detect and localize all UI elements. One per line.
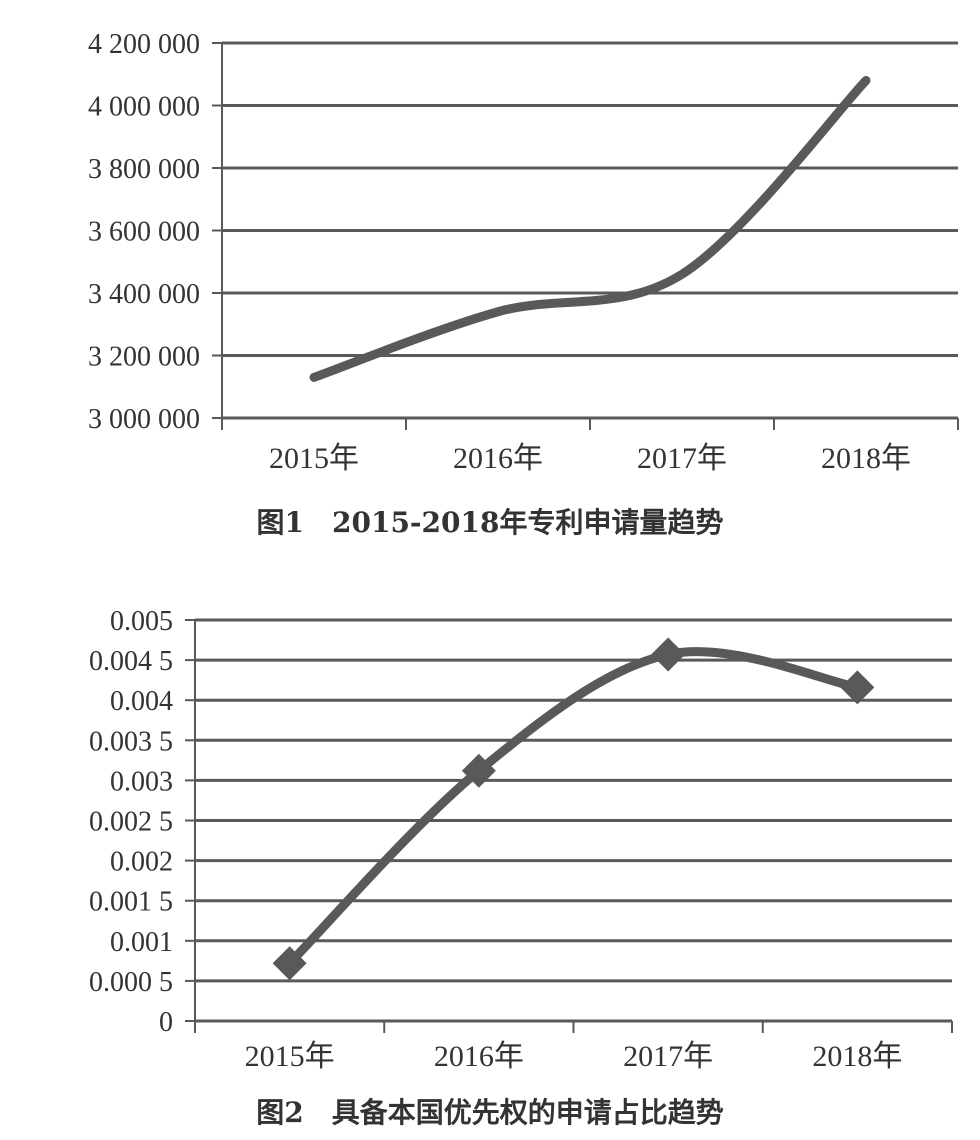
x-tick-label: 2015年 <box>269 442 359 475</box>
data-point <box>840 670 875 705</box>
y-tick-label: 3 600 000 <box>88 217 200 248</box>
x-tick-label: 2018年 <box>821 442 911 475</box>
y-tick-label: 0.003 5 <box>89 726 173 757</box>
chart-2: 0 0.000 5 0.001 0.001 5 0.002 0.002 5 0.003 0.0… <box>89 606 953 1129</box>
chart-2-caption: 图2 具备本国优先权的申请占比趋势 <box>256 1096 723 1129</box>
y-tick-label: 0.001 <box>110 927 173 958</box>
chart-1-x-tick-labels: 2015年 2016年 2017年 2018年 <box>269 442 911 475</box>
y-tick-label: 0.004 <box>110 686 173 717</box>
chart-2-y-tick-labels: 0 0.000 5 0.001 0.001 5 0.002 0.002 5 0.003 0.0… <box>89 606 173 1038</box>
y-tick-label: 3 800 000 <box>88 154 200 185</box>
x-tick-label: 2016年 <box>434 1040 524 1073</box>
y-tick-label: 0 <box>159 1007 173 1038</box>
y-tick-label: 0.000 5 <box>89 967 173 998</box>
chart-2-gridlines <box>195 618 952 983</box>
data-point <box>461 753 496 788</box>
data-point <box>651 637 686 672</box>
y-tick-label: 0.004 5 <box>89 646 173 677</box>
y-tick-label: 3 000 000 <box>88 404 200 435</box>
x-tick-label: 2017年 <box>623 1040 713 1073</box>
chart-2-x-tick-labels: 2015年 2016年 2017年 2018年 <box>245 1040 903 1073</box>
y-tick-label: 4 200 000 <box>88 29 200 60</box>
y-tick-label: 4 000 000 <box>88 92 200 123</box>
chart-1-series <box>309 76 871 382</box>
chart-1-gridlines <box>222 41 958 357</box>
chart-1-caption: 图1 2015-2018年专利申请量趋势 <box>257 506 724 539</box>
chart-2-series <box>272 637 875 981</box>
x-tick-label: 2015年 <box>245 1040 335 1073</box>
chart-1: 3 000 000 3 200 000 3 400 000 3 600 000 3 80… <box>88 29 959 539</box>
data-point <box>272 946 307 981</box>
y-tick-label: 0.002 5 <box>89 807 173 838</box>
y-tick-label: 0.002 <box>110 847 173 878</box>
chart-2-axes <box>185 619 953 1033</box>
x-tick-label: 2018年 <box>812 1040 902 1073</box>
chart-1-y-tick-labels: 3 000 000 3 200 000 3 400 000 3 600 000 3 80… <box>88 29 200 435</box>
series-line <box>285 647 862 968</box>
y-tick-label: 3 200 000 <box>88 342 200 373</box>
series-line <box>309 76 871 382</box>
y-tick-label: 0.005 <box>110 606 173 637</box>
chart-1-axes <box>212 42 959 430</box>
x-tick-label: 2017年 <box>637 442 727 475</box>
y-tick-label: 0.003 <box>110 766 173 797</box>
y-tick-label: 0.001 5 <box>89 887 173 918</box>
y-tick-label: 3 400 000 <box>88 279 200 310</box>
x-tick-label: 2016年 <box>453 442 543 475</box>
